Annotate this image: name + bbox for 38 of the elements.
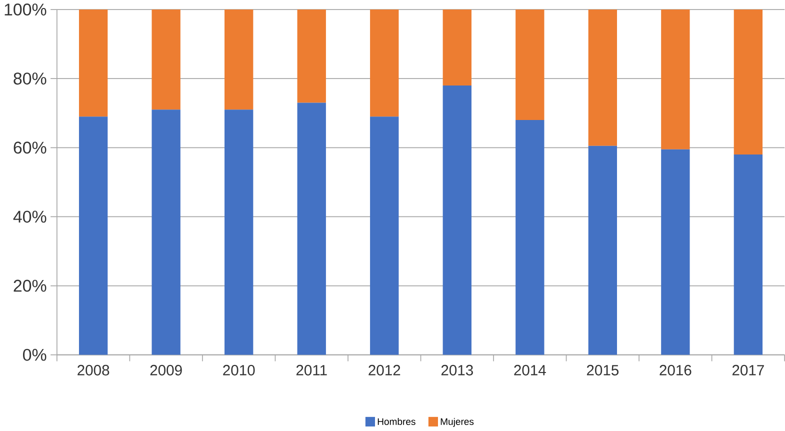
bar [588,10,618,146]
bar [224,110,254,355]
bar [297,102,326,355]
bar [78,116,108,355]
x-tick-label: 2016 [660,365,692,376]
legend-label: Mujeres [440,418,474,427]
bar [442,86,472,355]
x-tick-label: 2014 [514,365,546,376]
bar [734,10,763,155]
x-tick-label: 2013 [441,365,473,376]
y-tick-label: 80% [14,72,46,85]
x-tick-label: 2012 [368,365,400,376]
y-tick-label: 100% [4,4,46,16]
bar [442,10,472,86]
x-tick-label: 2009 [150,365,182,376]
x-tick-label: 2008 [78,365,110,376]
bar [297,10,326,103]
bar [152,10,180,110]
bar [734,154,763,355]
bar [224,10,254,110]
bar [370,10,399,117]
legend-label: Hombres [378,418,416,426]
bar [588,146,618,355]
y-tick-label: 20% [14,280,46,292]
x-tick-label: 2017 [732,365,764,376]
x-tick-label: 2015 [586,365,619,376]
bar [661,150,690,355]
y-tick-label: 60% [14,142,46,154]
x-tick-label: 2011 [296,365,327,376]
y-tick-label: 40% [13,210,46,223]
x-tick-label: 2010 [223,365,255,376]
y-tick-label: 0% [23,348,46,361]
bar [78,10,108,117]
bar [516,10,544,120]
bar [370,116,399,355]
bar [516,120,544,355]
bar [152,110,180,355]
bar [661,10,690,150]
